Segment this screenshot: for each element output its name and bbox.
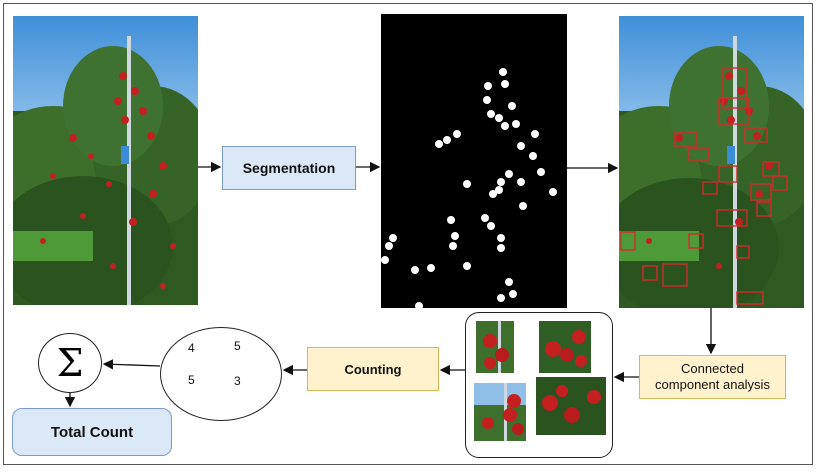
crop-4 xyxy=(536,377,606,435)
cropped-clusters-panel xyxy=(465,312,613,458)
connected-component-analysis-box: Connected component analysis xyxy=(639,355,786,399)
crop-1 xyxy=(476,321,514,373)
sigma-icon: Σ xyxy=(38,333,102,393)
crop-2 xyxy=(539,321,591,373)
cca-label-line1: Connected xyxy=(681,361,744,376)
arrow-ellipse-to-sigma xyxy=(102,359,161,370)
cluster-counts-ellipse: 4 5 5 3 xyxy=(160,327,282,421)
input-photo xyxy=(13,16,198,305)
total-count-box: Total Count xyxy=(12,408,172,456)
segmentation-mask xyxy=(381,14,567,308)
cluster-count-4: 3 xyxy=(234,374,241,388)
figure-frame xyxy=(3,3,813,465)
cluster-count-2: 5 xyxy=(234,339,241,353)
detection-photo xyxy=(619,16,804,308)
cca-label-line2: component analysis xyxy=(655,377,770,392)
crop-3 xyxy=(474,383,526,441)
cluster-count-3: 5 xyxy=(188,373,195,387)
cluster-count-1: 4 xyxy=(188,341,195,355)
counting-box: Counting xyxy=(307,347,439,391)
segmentation-box: Segmentation xyxy=(222,146,356,190)
